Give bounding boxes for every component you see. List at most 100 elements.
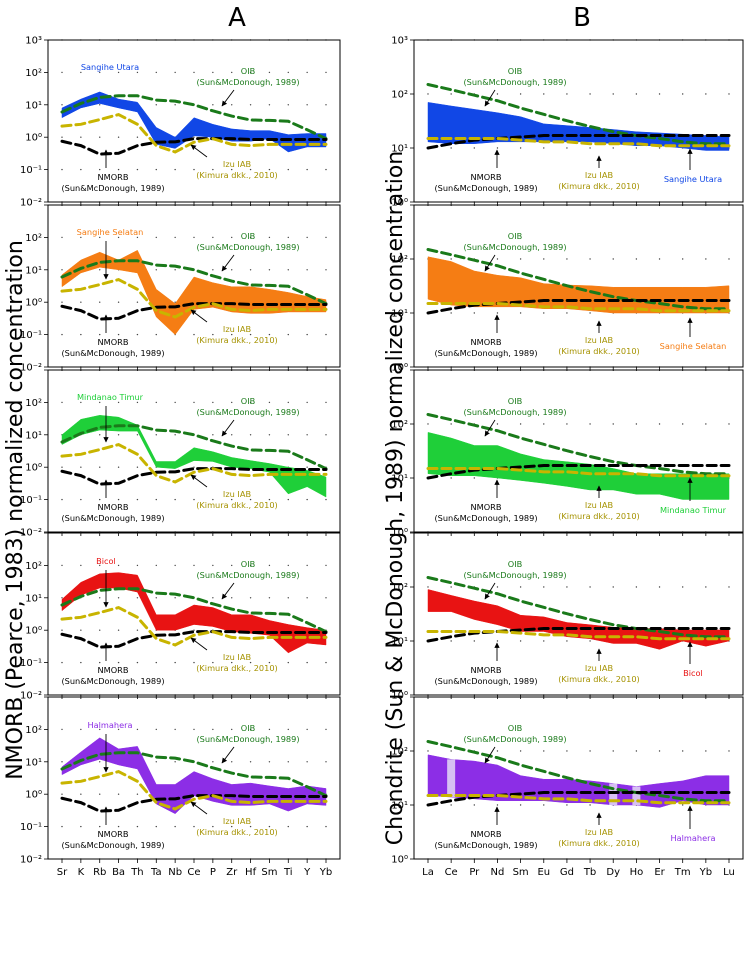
grid-dot	[61, 498, 63, 501]
grid-dot	[287, 71, 289, 74]
grid-dot	[658, 586, 661, 588]
grid-dot	[496, 312, 499, 314]
grid-dot	[249, 597, 252, 599]
grid-dot	[589, 750, 591, 752]
grid-dot	[231, 71, 233, 74]
izu-arrow	[190, 637, 208, 651]
grid-dot	[80, 333, 82, 336]
grid-dot	[287, 761, 289, 763]
x-tick-label: La	[422, 867, 434, 878]
sample-label: Halmahera	[87, 720, 132, 730]
ref-line-oib	[426, 247, 731, 311]
x-tick-label: Er	[654, 867, 665, 878]
grid-dot	[287, 104, 289, 106]
grid-dot	[287, 825, 289, 828]
ref-line-izu-iab	[426, 629, 731, 641]
grid-dot	[268, 661, 271, 664]
nmorb-annotation: NMORB (Sun&McDonough, 1989)	[434, 665, 537, 686]
range-band-mindanao-timur	[61, 415, 327, 498]
oib-annotation: OIB (Sun&McDonough, 1989)	[196, 723, 299, 744]
grid-dot	[231, 761, 233, 763]
grid-dot	[287, 728, 289, 731]
grid-dot	[99, 761, 101, 763]
ref-line-oib	[426, 739, 731, 803]
grid-dot	[496, 750, 499, 752]
grid-dot	[496, 804, 499, 806]
grid-dot	[519, 423, 522, 425]
light-band	[609, 783, 618, 805]
grid-dot	[136, 466, 139, 468]
sample-label: Sangihe Utara	[81, 62, 139, 72]
grid-dot	[231, 269, 233, 271]
subplot-a-3: 10⁻² 10⁻¹ 10⁰ 10¹ 10² OIB (Sun&McDonough, 1989…	[20, 369, 341, 539]
grid-dot	[287, 498, 289, 501]
y-tick-label: 10¹	[25, 430, 42, 441]
ref-line-izu-iab	[426, 136, 731, 148]
grid-dot	[543, 147, 545, 149]
grid-dot	[136, 236, 139, 239]
grid-dot	[306, 236, 308, 239]
grid-dot	[212, 498, 214, 501]
grid-dot	[61, 401, 63, 404]
grid-dot	[117, 793, 120, 795]
grid-dot	[174, 401, 176, 404]
grid-dot	[705, 423, 707, 425]
grid-dot	[155, 333, 157, 336]
grid-dot	[61, 301, 63, 303]
grid-dot	[306, 761, 308, 763]
x-tick-label: Nb	[168, 867, 182, 878]
x-tick-label: Pr	[469, 867, 480, 878]
grid-dot	[80, 564, 82, 567]
x-tick-label: Ce	[445, 867, 458, 878]
grid-dot	[136, 597, 139, 599]
grid-dot	[61, 629, 63, 631]
plot-frame	[413, 39, 744, 203]
light-band	[447, 759, 456, 798]
grid-dot	[519, 586, 522, 588]
grid-dot	[728, 750, 730, 752]
grid-dot	[635, 586, 638, 588]
grid-dot	[519, 93, 522, 95]
range-band-sangihe-selatan	[427, 256, 730, 314]
x-tick-label: Th	[130, 867, 143, 878]
grid-dot	[658, 258, 661, 260]
grid-dot	[99, 269, 101, 271]
ref-line-izu-iab	[60, 605, 328, 647]
x-tick-label: Y	[303, 867, 311, 878]
grid-dot	[473, 147, 476, 149]
grid-dot	[268, 401, 271, 404]
grid-dot	[99, 793, 101, 795]
grid-dot	[174, 661, 176, 664]
grid-dot	[80, 401, 82, 404]
grid-dot	[705, 258, 707, 260]
grid-dot	[589, 258, 591, 260]
izu-arrow	[190, 309, 208, 323]
grid-dot	[212, 71, 214, 74]
grid-dot	[212, 825, 214, 828]
izu-annotation: Izu IAB (Kimura dkk., 2010)	[196, 489, 278, 510]
grid-dot	[681, 586, 684, 588]
y-tick-label: 10⁰	[25, 298, 42, 309]
izu-annotation: Izu IAB (Kimura dkk., 2010)	[558, 500, 640, 521]
grid-dot	[99, 71, 101, 74]
oib-annotation: OIB (Sun&McDonough, 1989)	[463, 66, 566, 87]
grid-dot	[61, 597, 63, 599]
grid-dot	[117, 136, 120, 138]
subplot-a-1: 10⁻² 10⁻¹ 10⁰ 10¹ 10² 10³ OIB (Sun&McDonough, 1…	[20, 36, 341, 209]
grid-dot	[325, 236, 327, 239]
grid-dot	[117, 564, 120, 567]
subplot-b-1: 10⁰ 10¹ 10² 10³ OIB (Sun&McDonough, 1989) NMOR…	[391, 36, 744, 209]
grid-dot	[450, 147, 452, 149]
grid-dot	[325, 597, 327, 599]
sample-label: Sangihe Selatan	[77, 227, 144, 237]
x-tick-label: Ce	[187, 867, 200, 878]
grid-dot	[174, 597, 176, 599]
grid-dot	[155, 661, 157, 664]
grid-dot	[325, 401, 327, 404]
y-tick-label: 10⁻¹	[20, 495, 42, 506]
grid-dot	[306, 401, 308, 404]
grid-dot	[473, 804, 476, 806]
oib-annotation: OIB (Sun&McDonough, 1989)	[196, 66, 299, 87]
ref-line-izu-iab	[426, 793, 731, 805]
x-tick-label: Eu	[537, 867, 550, 878]
